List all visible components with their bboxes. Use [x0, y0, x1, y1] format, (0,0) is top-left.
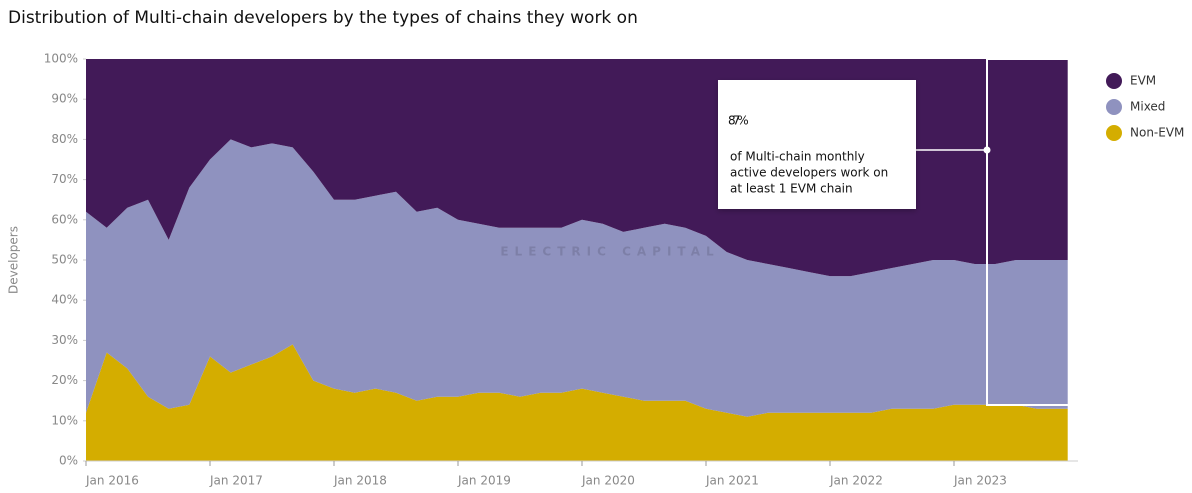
y-tick-label: 40% [51, 293, 78, 307]
y-tick-label: 10% [51, 413, 78, 427]
annotation-text: at least 1 EVM chain [730, 182, 853, 196]
legend-marker [1106, 125, 1122, 141]
watermark: ELECTRIC CAPITAL [500, 245, 719, 259]
y-tick-label: 20% [51, 373, 78, 387]
y-tick-label: 30% [51, 333, 78, 347]
x-tick-label: Jan 2021 [705, 474, 759, 488]
x-tick-label: Jan 2018 [333, 474, 387, 488]
legend-marker [1106, 73, 1122, 89]
area [86, 344, 1068, 461]
y-tick-label: 60% [51, 212, 78, 226]
x-tick-label: Jan 2023 [953, 474, 1007, 488]
legend-label: EVM [1130, 74, 1156, 88]
y-tick-label: 100% [44, 52, 78, 66]
connector-dot [983, 146, 991, 154]
x-tick-label: Jan 2020 [581, 474, 635, 488]
x-tick-label: Jan 2022 [829, 474, 883, 488]
legend-label: Mixed [1130, 100, 1165, 114]
legend-label: Non-EVM [1130, 126, 1184, 140]
x-tick-label: Jan 2019 [457, 474, 511, 488]
x-tick-label: Jan 2017 [209, 474, 263, 488]
legend-marker [1106, 99, 1122, 115]
y-tick-label: 90% [51, 92, 78, 106]
annotation-value: 87% [728, 114, 748, 128]
annotation-box [718, 80, 916, 209]
y-axis-label: Developers [7, 226, 21, 294]
annotation-text: active developers work on [730, 166, 888, 180]
highlight-box [986, 58, 1079, 406]
y-tick-label: 0% [59, 454, 78, 468]
chart-title: Distribution of Multi-chain developers b… [8, 8, 638, 28]
y-tick-label: 70% [51, 172, 78, 186]
y-tick-label: 80% [51, 132, 78, 146]
annotation-text: of Multi-chain monthly [730, 150, 865, 164]
area [86, 139, 1068, 417]
y-tick-label: 50% [51, 253, 78, 267]
x-tick-label: Jan 2016 [85, 474, 139, 488]
